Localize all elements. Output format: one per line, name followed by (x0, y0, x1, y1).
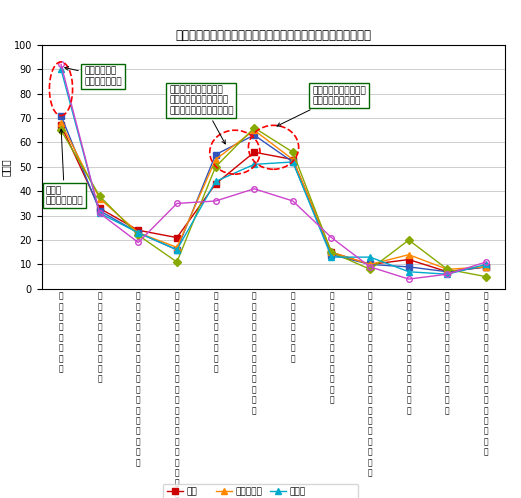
全体 (251, 149, 257, 155)
Line: 低所得層: 低所得層 (58, 113, 489, 274)
Line: 高齢層: 高齢層 (58, 66, 489, 277)
ひとり親層 (174, 245, 180, 250)
ひとり親層 (367, 261, 373, 267)
単身層 (444, 266, 451, 272)
ひとり親層 (213, 156, 219, 162)
低所得層 (483, 264, 489, 270)
低所得層 (58, 113, 64, 119)
単身層 (213, 164, 219, 170)
Line: 高齢層（ネット未利用者）: 高齢層（ネット未利用者） (58, 62, 489, 282)
低所得層 (406, 264, 412, 270)
高齢層 (444, 271, 451, 277)
ひとり親層 (290, 156, 296, 162)
低所得層 (174, 247, 180, 253)
高齢層 (174, 247, 180, 253)
単身層 (251, 125, 257, 131)
低所得層 (251, 132, 257, 138)
Text: 全体に
「健康」が多い: 全体に 「健康」が多い (45, 129, 83, 206)
低所得層 (96, 208, 103, 214)
高齢層 (290, 159, 296, 165)
高齢層（ネット未利用者） (483, 259, 489, 265)
高齢層 (135, 230, 141, 236)
高齢層 (213, 178, 219, 184)
ひとり親層 (135, 230, 141, 236)
高齢層（ネット未利用者） (251, 186, 257, 192)
Line: 全体: 全体 (58, 123, 489, 274)
単身層 (406, 237, 412, 243)
全体 (290, 156, 296, 162)
低所得層 (367, 261, 373, 267)
全体 (328, 249, 334, 255)
高齢層（ネット未利用者） (58, 61, 64, 67)
高齢層（ネット未利用者） (367, 264, 373, 270)
Title: 生活上で悩みや不安を感じていることには「健康」が最も多い: 生活上で悩みや不安を感じていることには「健康」が最も多い (176, 29, 371, 42)
単身層 (174, 259, 180, 265)
低所得層 (213, 151, 219, 157)
高齢層 (328, 254, 334, 260)
低所得層 (328, 251, 334, 257)
全体 (213, 181, 219, 187)
ひとり親層 (58, 120, 64, 126)
全体 (406, 256, 412, 262)
単身層 (290, 149, 296, 155)
高齢層（ネット未利用者） (213, 198, 219, 204)
ひとり親層 (251, 127, 257, 133)
高齢層 (367, 254, 373, 260)
高齢層 (251, 161, 257, 167)
ひとり親層 (328, 249, 334, 255)
低所得層 (290, 159, 296, 165)
Y-axis label: （％）: （％） (1, 158, 11, 176)
高齢層（ネット未利用者） (135, 240, 141, 246)
Line: ひとり親層: ひとり親層 (58, 120, 489, 272)
高齢層 (58, 66, 64, 72)
高齢層 (406, 269, 412, 275)
全体 (96, 205, 103, 211)
単身層 (58, 127, 64, 133)
全体 (483, 264, 489, 270)
高齢層（ネット未利用者） (406, 276, 412, 282)
高齢層 (96, 210, 103, 216)
低所得層 (444, 269, 451, 275)
高齢層（ネット未利用者） (290, 198, 296, 204)
ひとり親層 (406, 251, 412, 257)
単身層 (367, 266, 373, 272)
Text: 高齢層は特に
「健康」が多い: 高齢層は特に 「健康」が多い (65, 66, 122, 86)
Text: 単身層は今後の収入・
資産面の悩みが多い: 単身層は今後の収入・ 資産面の悩みが多い (277, 86, 366, 126)
高齢層（ネット未利用者） (174, 201, 180, 207)
全体 (367, 261, 373, 267)
全体 (444, 269, 451, 275)
全体 (135, 227, 141, 233)
ひとり親層 (96, 196, 103, 202)
全体 (174, 235, 180, 241)
単身層 (96, 193, 103, 199)
高齢層（ネット未利用者） (328, 235, 334, 241)
単身層 (328, 249, 334, 255)
全体 (58, 123, 64, 128)
高齢層 (483, 261, 489, 267)
Legend: 全体, 低所得層, ひとり親層, 単身層, 高齢層, 高齢層（ネット未利用者）: 全体, 低所得層, ひとり親層, 単身層, 高齢層, 高齢層（ネット未利用者） (164, 484, 357, 498)
Line: 単身層: 単身層 (58, 125, 489, 279)
ひとり親層 (483, 264, 489, 270)
単身層 (135, 232, 141, 238)
低所得層 (135, 230, 141, 236)
ひとり親層 (444, 266, 451, 272)
高齢層（ネット未利用者） (96, 210, 103, 216)
Text: 低所得層、ひとり親層
は次に現在および今後の
収入・資産面の悩みが多い: 低所得層、ひとり親層 は次に現在および今後の 収入・資産面の悩みが多い (169, 85, 234, 144)
単身層 (483, 274, 489, 280)
高齢層（ネット未利用者） (444, 271, 451, 277)
